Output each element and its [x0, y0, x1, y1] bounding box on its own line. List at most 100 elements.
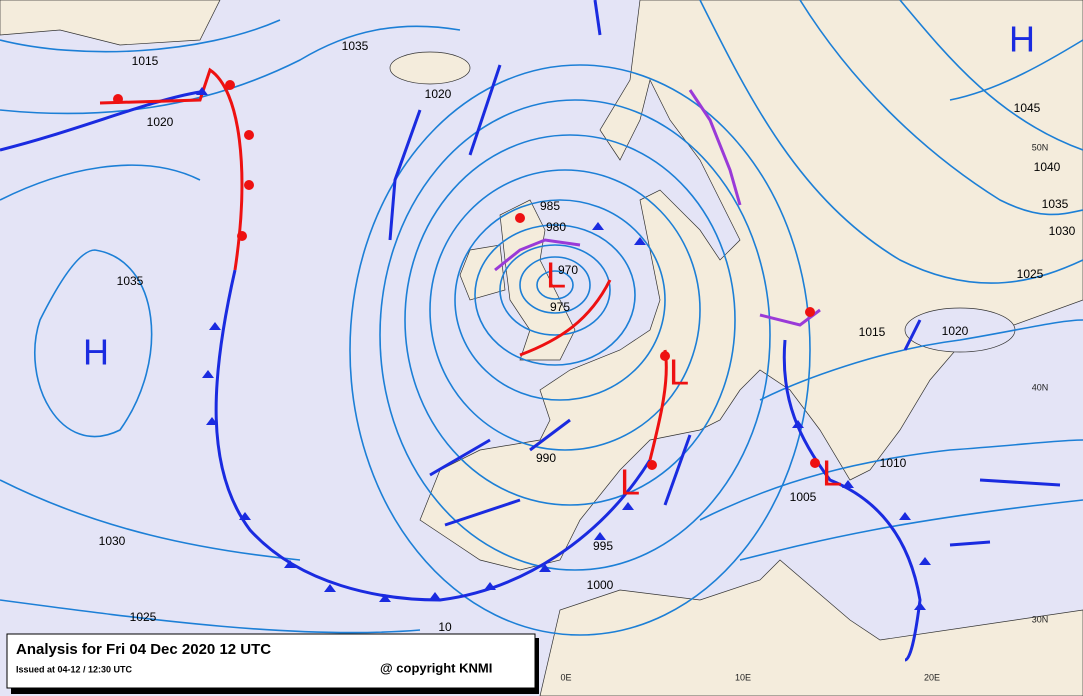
cold-front-marker: [202, 370, 214, 378]
cold-front-marker: [209, 322, 221, 330]
isobar-label: 1035: [117, 274, 144, 288]
cold-front-marker: [899, 512, 911, 520]
isobar-label: 1035: [1042, 197, 1069, 211]
warm-front-marker: [244, 180, 254, 190]
isobar: [0, 19, 281, 53]
cold-front-marker: [792, 420, 804, 428]
labels: 1015 1035 1020 1020 1035 1030 1025 985 980 970 975…: [83, 19, 1076, 683]
cold-front-marker: [379, 594, 391, 602]
cold-front-marker: [206, 417, 218, 425]
isobar: [799, 0, 1083, 216]
isobar: [349, 64, 811, 636]
pressure-center: L: [546, 255, 566, 296]
isobar: [379, 99, 771, 571]
issued: Issued at 04-12 / 12:30 UTC: [16, 664, 133, 674]
pressure-center: H: [1009, 19, 1035, 60]
front: [99, 67, 244, 271]
isobars: [0, 0, 1083, 636]
warm-front-marker: [660, 351, 670, 361]
isobar: [499, 244, 611, 336]
front: [782, 339, 922, 662]
grid-label: 10E: [735, 672, 751, 682]
isobar: [759, 319, 1083, 401]
front: [388, 109, 422, 241]
cold-front-marker: [594, 532, 606, 540]
pressure-center: L: [669, 352, 689, 393]
isobar: [0, 164, 201, 201]
isobar-label: 1020: [942, 324, 969, 338]
cold-front-marker: [634, 237, 646, 245]
cold-front-marker: [919, 557, 931, 565]
front: [468, 64, 502, 156]
cold-front-marker: [539, 564, 551, 572]
warm-front-marker: [515, 213, 525, 223]
grid-label: 0E: [560, 672, 571, 682]
isobar: [34, 249, 153, 438]
isobar: [0, 25, 461, 115]
isobar: [404, 134, 736, 506]
isobar-label: 1020: [425, 87, 452, 101]
isobar-label: 1000: [587, 578, 614, 592]
grid-label: 20E: [924, 672, 940, 682]
isobar: [949, 39, 1083, 101]
front: [519, 279, 612, 357]
isobar-label: 980: [546, 220, 566, 234]
isobar-label: 970: [558, 263, 578, 277]
isobar: [474, 224, 636, 366]
copyright: @ copyright KNMI: [380, 660, 492, 675]
isobar: [699, 439, 1083, 521]
pressure-center: L: [620, 462, 640, 503]
front: [444, 498, 521, 527]
front: [214, 269, 652, 602]
front: [593, 0, 602, 36]
warm-front-marker: [647, 460, 657, 470]
cold-front-marker: [284, 560, 296, 568]
isobar-label: 1020: [147, 115, 174, 129]
isobar-label: 1035: [342, 39, 369, 53]
isobar-label: 990: [536, 451, 556, 465]
isobar-label: 1045: [1014, 101, 1041, 115]
pressure-center: L: [822, 453, 842, 494]
warm-front-marker: [244, 130, 254, 140]
isobar-label: 1005: [790, 490, 817, 504]
pressure-center: H: [83, 332, 109, 373]
isobar: [454, 199, 666, 401]
warm-front-marker: [237, 231, 247, 241]
warm-front-marker: [810, 458, 820, 468]
isobar: [899, 0, 1083, 151]
front: [429, 438, 491, 477]
isobar-label: 995: [593, 539, 613, 553]
cold-front-marker: [622, 502, 634, 510]
cold-front-marker: [592, 222, 604, 230]
front: [0, 90, 201, 152]
isobar-label: 1030: [1049, 224, 1076, 238]
grid-label: 50N: [1032, 142, 1049, 152]
title: Analysis for Fri 04 Dec 2020 12 UTC: [16, 641, 271, 658]
front: [494, 238, 581, 272]
isobar: [699, 0, 1083, 284]
front: [979, 478, 1061, 487]
isobar-label: 1015: [859, 325, 886, 339]
fronts: [0, 0, 1061, 662]
grid-label: 30N: [1032, 614, 1049, 624]
cold-front-marker: [842, 480, 854, 488]
isobar-label: 1025: [130, 610, 157, 624]
front: [529, 418, 571, 452]
isobar: [429, 169, 701, 451]
title-box: [6, 633, 536, 689]
grid-label: 40N: [1032, 382, 1049, 392]
isobar-label: 1025: [1017, 267, 1044, 281]
isobar-label: 1040: [1034, 160, 1061, 174]
isobar: [0, 479, 301, 561]
isobar: [519, 256, 591, 314]
isobar: [739, 499, 1083, 561]
isobar-label: 975: [550, 300, 570, 314]
front: [688, 89, 742, 206]
isobar-label: 1015: [132, 54, 159, 68]
front: [903, 319, 922, 351]
cold-front-marker: [324, 584, 336, 592]
warm-front-marker: [113, 94, 123, 104]
